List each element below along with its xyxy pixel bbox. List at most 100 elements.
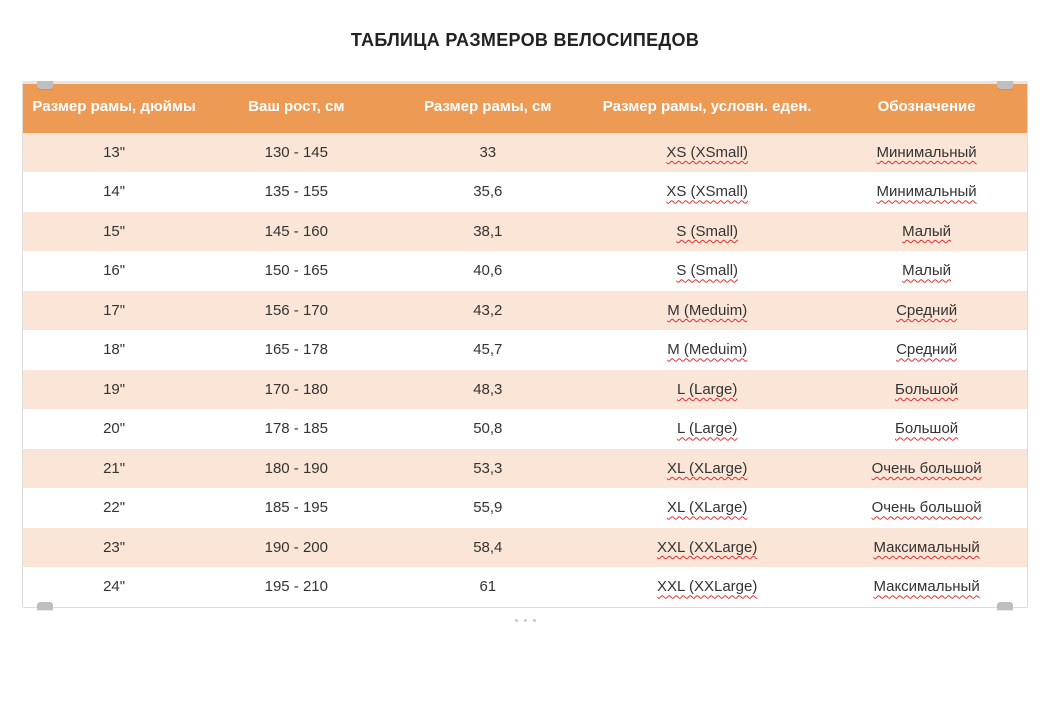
- table-cell: 156 - 170: [205, 291, 387, 331]
- cell-text: M (Meduim): [667, 341, 747, 358]
- table-cell: 23": [23, 528, 205, 568]
- cell-text: 180 - 190: [265, 460, 328, 477]
- page-break-marker: [22, 614, 1028, 628]
- table-row: 16" 150 - 165 40,6 S (Small) Малый: [23, 251, 1027, 291]
- cell-text: 24": [103, 578, 125, 595]
- clip-icon: [37, 602, 53, 610]
- table-cell: 130 - 145: [205, 133, 387, 173]
- cell-text: 190 - 200: [265, 539, 328, 556]
- table-cell: 38,1: [387, 212, 588, 252]
- cell-text: 178 - 185: [265, 420, 328, 437]
- table-cell: Большой: [826, 370, 1027, 410]
- table-row: 13" 130 - 145 33 XS (XSmall) Минимальный: [23, 133, 1027, 173]
- table-row: 20" 178 - 185 50,8 L (Large) Большой: [23, 409, 1027, 449]
- table-cell: 22": [23, 488, 205, 528]
- table-cell: 195 - 210: [205, 567, 387, 607]
- table-cell: Очень большой: [826, 449, 1027, 489]
- table-row: 18"165 - 17845,7M (Meduim)Средний: [23, 330, 1027, 370]
- cell-text: 50,8: [473, 420, 502, 437]
- table-cell: Малый: [826, 212, 1027, 252]
- table-cell: 178 - 185: [205, 409, 387, 449]
- table-cell: 58,4: [387, 528, 588, 568]
- cell-text: 17": [103, 302, 125, 319]
- cell-text: XL (XLarge): [667, 460, 747, 477]
- table-cell: 35,6: [387, 172, 588, 212]
- table-cell: 145 - 160: [205, 212, 387, 252]
- cell-text: 150 - 165: [265, 262, 328, 279]
- table-cell: 185 - 195: [205, 488, 387, 528]
- cell-text: XS (XSmall): [666, 144, 748, 161]
- table-cell: XS (XSmall): [588, 172, 826, 212]
- cell-text: L (Large): [677, 381, 737, 398]
- table-body: 13"130 - 14533XS (XSmall)Минимальный14"1…: [23, 133, 1027, 607]
- cell-text: M (Meduim): [667, 302, 747, 319]
- table-cell: 13": [23, 133, 205, 173]
- table-cell: Очень большой: [826, 488, 1027, 528]
- table-cell: Минимальный: [826, 172, 1027, 212]
- page-title: ТАБЛИЦА РАЗМЕРОВ ВЕЛОСИПЕДОВ: [22, 30, 1028, 51]
- table-cell: XL (XLarge): [588, 488, 826, 528]
- table-cell: 190 - 200: [205, 528, 387, 568]
- table-cell: 55,9: [387, 488, 588, 528]
- column-header: Размер рамы, см: [387, 84, 588, 133]
- table-cell: S (Small): [588, 251, 826, 291]
- column-header: Размер рамы, дюймы: [23, 84, 205, 133]
- cell-text: XXL (XXLarge): [657, 578, 757, 595]
- table-cell: 20": [23, 409, 205, 449]
- table-cell: 18": [23, 330, 205, 370]
- table-cell: Минимальный: [826, 133, 1027, 173]
- table-cell: 21": [23, 449, 205, 489]
- table-cell: 50,8: [387, 409, 588, 449]
- table-cell: Большой: [826, 409, 1027, 449]
- table-header-row: Размер рамы, дюймыВаш рост, смРазмер рам…: [23, 84, 1027, 133]
- table-cell: 15": [23, 212, 205, 252]
- cell-text: 185 - 195: [265, 499, 328, 516]
- page-root: ТАБЛИЦА РАЗМЕРОВ ВЕЛОСИПЕДОВ Размер рамы…: [0, 0, 1050, 628]
- clip-icon: [997, 602, 1013, 610]
- cell-text: 43,2: [473, 302, 502, 319]
- table-cell: 48,3: [387, 370, 588, 410]
- table-row: 22" 185 - 195 55,9 XL (XLarge)Очень большой: [23, 488, 1027, 528]
- cell-text: 13": [103, 144, 125, 161]
- table-cell: 53,3: [387, 449, 588, 489]
- cell-text: 45,7: [473, 341, 502, 358]
- table-cell: 17": [23, 291, 205, 331]
- table-row: 21" 180 - 190 53,3 XL (XLarge) Очень большой: [23, 449, 1027, 489]
- table-cell: 19": [23, 370, 205, 410]
- cell-text: Малый: [902, 223, 951, 240]
- cell-text: Максимальный: [873, 539, 979, 556]
- table-cell: 14": [23, 172, 205, 212]
- table-row: 19" 170 - 180 48,3 L (Large) Большой: [23, 370, 1027, 410]
- table-cell: 24": [23, 567, 205, 607]
- cell-text: 170 - 180: [265, 381, 328, 398]
- table-cell: Средний: [826, 291, 1027, 331]
- cell-text: 40,6: [473, 262, 502, 279]
- cell-text: 19": [103, 381, 125, 398]
- table-cell: 180 - 190: [205, 449, 387, 489]
- cell-text: 61: [479, 578, 496, 595]
- cell-text: S (Small): [676, 262, 738, 279]
- table-frame: Размер рамы, дюймыВаш рост, смРазмер рам…: [22, 81, 1028, 608]
- table-cell: L (Large): [588, 370, 826, 410]
- cell-text: 16": [103, 262, 125, 279]
- table-cell: 45,7: [387, 330, 588, 370]
- cell-text: S (Small): [676, 223, 738, 240]
- table-cell: Малый: [826, 251, 1027, 291]
- cell-text: Средний: [896, 302, 957, 319]
- cell-text: Очень большой: [872, 460, 982, 477]
- table-cell: XXL (XXLarge): [588, 528, 826, 568]
- cell-text: 55,9: [473, 499, 502, 516]
- table-cell: XS (XSmall): [588, 133, 826, 173]
- cell-text: L (Large): [677, 420, 737, 437]
- table-cell: Максимальный: [826, 567, 1027, 607]
- table-cell: 170 - 180: [205, 370, 387, 410]
- table-cell: 16": [23, 251, 205, 291]
- cell-text: XXL (XXLarge): [657, 539, 757, 556]
- bike-size-table: Размер рамы, дюймыВаш рост, смРазмер рам…: [23, 84, 1027, 607]
- cell-text: 135 - 155: [265, 183, 328, 200]
- cell-text: Малый: [902, 262, 951, 279]
- cell-text: 130 - 145: [265, 144, 328, 161]
- table-cell: 135 - 155: [205, 172, 387, 212]
- cell-text: 33: [479, 144, 496, 161]
- table-header: Размер рамы, дюймыВаш рост, смРазмер рам…: [23, 84, 1027, 133]
